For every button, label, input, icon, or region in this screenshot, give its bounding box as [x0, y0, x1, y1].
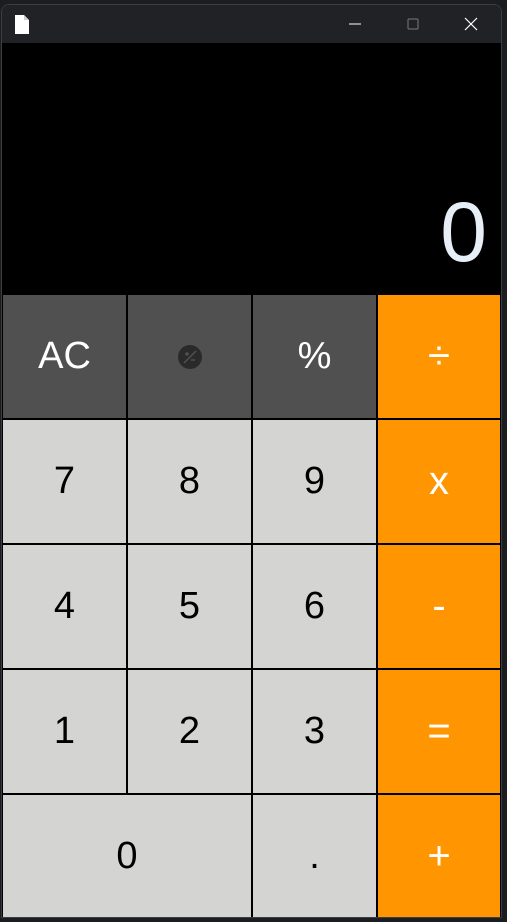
- four-button[interactable]: 4: [2, 544, 127, 669]
- three-button[interactable]: 3: [252, 669, 377, 794]
- six-button[interactable]: 6: [252, 544, 377, 669]
- display-value: 0: [440, 185, 487, 279]
- zero-button[interactable]: 0: [2, 794, 252, 917]
- divide-button[interactable]: ÷: [377, 294, 501, 419]
- plus-minus-icon: [177, 344, 202, 369]
- maximize-button[interactable]: [384, 5, 442, 43]
- close-icon: [464, 17, 478, 31]
- clear-button[interactable]: AC: [2, 294, 127, 419]
- close-button[interactable]: [442, 5, 500, 43]
- percent-button[interactable]: %: [252, 294, 377, 419]
- document-icon: [15, 15, 29, 34]
- one-button[interactable]: 1: [2, 669, 127, 794]
- multiply-button[interactable]: x: [377, 419, 501, 544]
- calculator-window: 0 AC % ÷ 7 8 9 x 4 5 6 - 1 2 3 = 0 . +: [1, 4, 502, 918]
- plus-minus-button[interactable]: [127, 294, 252, 419]
- minimize-button[interactable]: [326, 5, 384, 43]
- calculator-display: 0: [2, 43, 501, 294]
- plus-button[interactable]: +: [377, 794, 501, 917]
- minimize-icon: [349, 23, 361, 25]
- keypad: AC % ÷ 7 8 9 x 4 5 6 - 1 2 3 = 0 . +: [2, 294, 501, 917]
- eight-button[interactable]: 8: [127, 419, 252, 544]
- nine-button[interactable]: 9: [252, 419, 377, 544]
- equals-button[interactable]: =: [377, 669, 501, 794]
- title-bar[interactable]: [2, 5, 501, 43]
- minus-button[interactable]: -: [377, 544, 501, 669]
- five-button[interactable]: 5: [127, 544, 252, 669]
- maximize-icon: [407, 18, 419, 30]
- seven-button[interactable]: 7: [2, 419, 127, 544]
- decimal-button[interactable]: .: [252, 794, 377, 917]
- two-button[interactable]: 2: [127, 669, 252, 794]
